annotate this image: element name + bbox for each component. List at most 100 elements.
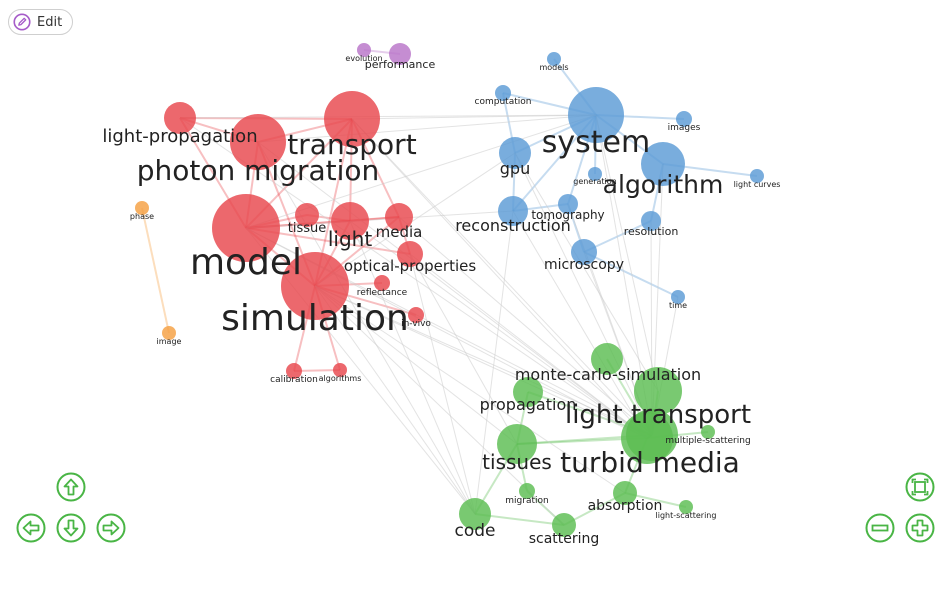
fit-view-button[interactable] [905,472,935,502]
zoom-in-icon [905,513,935,543]
node-label-media: media [376,223,423,241]
pan-left-button[interactable] [16,513,46,543]
node-images[interactable] [676,111,692,127]
edge-simulation-code [314,285,476,515]
node-label-light-propagation: light-propagation [102,126,257,147]
node-label-tissue: tissue [288,221,327,236]
node-algorithms[interactable] [333,363,347,377]
node-computation[interactable] [495,85,511,101]
node-label-reconstruction: reconstruction [455,216,571,235]
node-label-optical-properties: optical-properties [344,257,476,275]
node-calibration[interactable] [286,363,302,379]
zoom-out-button[interactable] [865,513,895,543]
arrow-right-icon [96,513,126,543]
node-gpu[interactable] [499,137,531,169]
node-label-light-scattering: light-scattering [656,511,717,520]
node-label-light-curves: light curves [734,180,781,189]
node-code[interactable] [459,498,491,530]
node-label-light-transport: light transport [565,400,751,430]
node-label-migration: migration [505,496,548,506]
node-light-curves[interactable] [750,169,764,183]
node-propagation[interactable] [513,377,543,407]
node-label-monte-carlo-simulation: monte-carlo-simulation [515,365,701,384]
node-evolution[interactable] [357,43,371,57]
edge-optical-properties-tissues [409,253,518,445]
edge-light-propagation-turbid-media [179,117,648,439]
zoom-in-button[interactable] [905,513,935,543]
node-label-models: models [539,63,568,72]
node-phase[interactable] [135,201,149,215]
pencil-icon [13,13,31,31]
node-migration[interactable] [519,483,535,499]
node-label-photon-migration: photon migration [137,154,380,187]
node-photon-migration[interactable] [230,114,286,170]
node-label-turbid-media: turbid media [560,446,740,479]
edge-reconstruction-turbid-media [512,210,648,439]
node-label-algorithm: algorithm [603,170,724,199]
node-label-resolution: resolution [624,225,679,238]
node-in-vivo[interactable] [408,307,424,323]
node-performance[interactable] [389,43,411,65]
edit-button[interactable]: Edit [8,9,74,35]
node-transport[interactable] [324,91,380,147]
node-tissue[interactable] [295,203,319,227]
node-label-multiple-scattering: multiple-scattering [665,436,750,446]
node-label-calibration: calibration [270,375,318,385]
node-label-evolution: evolution [345,54,382,63]
node-optical-properties[interactable] [397,241,423,267]
pan-down-button[interactable] [56,513,86,543]
node-microscopy[interactable] [571,239,597,265]
node-model[interactable] [212,194,280,262]
node-models[interactable] [547,52,561,66]
node-label-in-vivo: in-vivo [401,319,431,329]
node-label-image: image [157,337,182,346]
edge-gpu-monte-carlo-simulation [514,152,659,392]
node-algorithm[interactable] [641,142,685,186]
node-monte-carlo-simulation[interactable] [634,367,682,415]
edge-transport-turbid-media [351,118,648,439]
node-time[interactable] [671,290,685,304]
node-green-unlabeled[interactable] [591,343,623,375]
arrow-up-icon [56,472,86,502]
node-label-gpu: gpu [500,159,530,178]
node-light-scattering[interactable] [679,500,693,514]
node-generation[interactable] [588,167,602,181]
edge-optical-properties-code [409,253,476,515]
edge-simulation-absorption [314,285,626,494]
edge-system-monte-carlo-simulation [595,114,659,392]
node-tomography[interactable] [558,194,578,214]
node-resolution[interactable] [641,211,661,231]
node-light[interactable] [331,202,369,240]
node-system[interactable] [568,87,624,143]
node-reconstruction[interactable] [498,196,528,226]
node-label-images: images [668,123,701,133]
node-absorption[interactable] [613,481,637,505]
node-label-reflectance: reflectance [357,288,408,298]
arrow-left-icon [16,513,46,543]
node-image[interactable] [162,326,176,340]
label-layer: model simulation photon migrationtransport… [102,54,780,547]
edge-photon-migration-code [257,141,476,515]
pan-up-button[interactable] [56,472,86,502]
node-scattering[interactable] [552,513,576,537]
node-light-propagation[interactable] [164,102,196,134]
edge-simulation-light-transport [314,285,653,436]
edge-light-code [349,220,476,515]
node-label-tissues: tissues [482,450,552,474]
node-media[interactable] [385,203,413,231]
node-multiple-scattering[interactable] [701,425,715,439]
node-label-generation: generation [573,177,617,186]
node-label-scattering: scattering [529,531,600,547]
node-simulation[interactable] [281,252,349,320]
node-label-algorithms: algorithms [319,374,362,383]
node-tissues[interactable] [497,424,537,464]
edge-microscopy-time [583,251,679,298]
edge-transport-light-transport [351,118,653,436]
edge-photon-migration-system [257,114,597,143]
pan-right-button[interactable] [96,513,126,543]
edge-model-reconstruction [245,210,514,229]
node-label-light: light [328,227,372,251]
node-reflectance[interactable] [374,275,390,291]
node-turbid-media[interactable] [621,412,673,464]
